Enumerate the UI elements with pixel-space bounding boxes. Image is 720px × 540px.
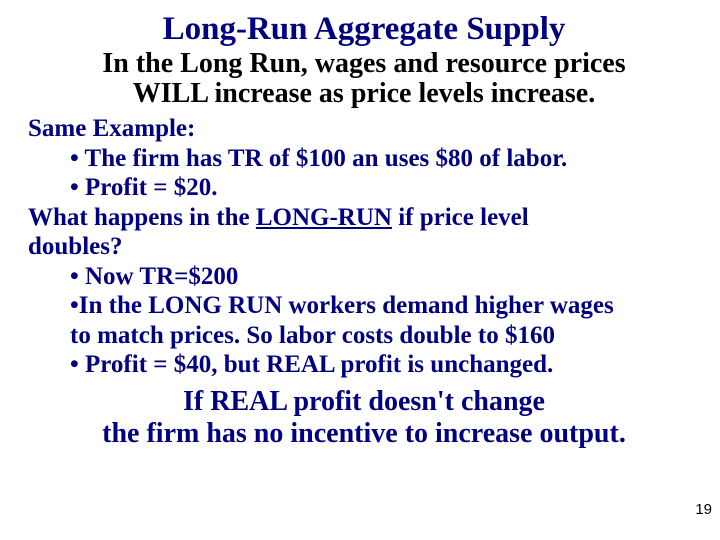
- body-q-suffix: if price level: [392, 204, 529, 231]
- body-bullet-long-run-wages-2: to match prices. So labor costs double t…: [28, 321, 700, 351]
- subtitle-line-2: WILL increase as price levels increase.: [133, 78, 595, 109]
- conclusion-line-2: the firm has no incentive to increase ou…: [102, 418, 626, 449]
- body-line-question-2: doubles?: [28, 232, 700, 262]
- conclusion-line-1: If REAL profit doesn't change: [183, 386, 545, 417]
- body-q-longrun: LONG-RUN: [256, 204, 392, 231]
- body-bullet-long-run-wages-1: •In the LONG RUN workers demand higher w…: [28, 291, 700, 321]
- body-bullet-tr-labor: • The firm has TR of $100 an uses $80 of…: [28, 144, 700, 174]
- page-number: 19: [695, 501, 712, 518]
- body-line-same-example: Same Example:: [28, 114, 700, 144]
- subtitle-line-1: In the Long Run, wages and resource pric…: [102, 48, 625, 79]
- slide-body: Same Example: • The firm has TR of $100 …: [28, 114, 700, 380]
- body-line-question-1: What happens in the LONG-RUN if price le…: [28, 203, 700, 233]
- slide-conclusion: If REAL profit doesn't change the firm h…: [28, 386, 700, 450]
- body-bullet-tr-200: • Now TR=$200: [28, 262, 700, 292]
- body-q-prefix: What happens in the: [28, 204, 256, 231]
- slide: Long-Run Aggregate Supply In the Long Ru…: [0, 0, 720, 540]
- slide-title: Long-Run Aggregate Supply: [28, 12, 700, 47]
- slide-subtitle: In the Long Run, wages and resource pric…: [28, 49, 700, 111]
- body-bullet-profit-20: • Profit = $20.: [28, 173, 700, 203]
- body-bullet-profit-40: • Profit = $40, but REAL profit is uncha…: [28, 350, 700, 380]
